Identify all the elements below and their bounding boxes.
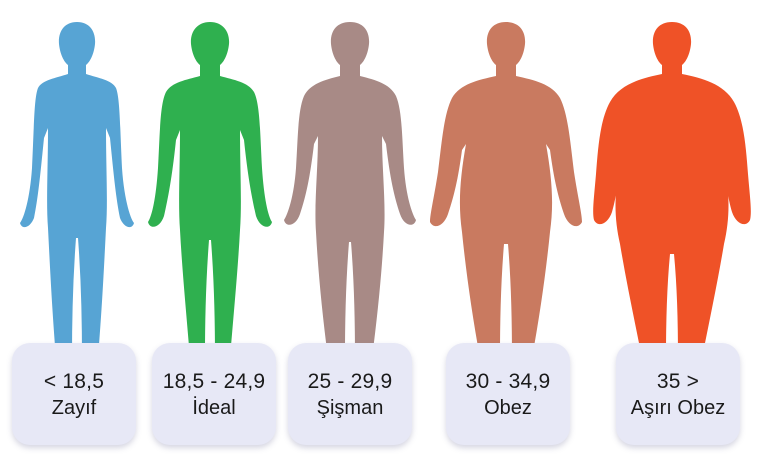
thin-body-silhouette xyxy=(16,18,138,358)
bmi-category-label: İdeal xyxy=(192,396,236,419)
bmi-range: 25 - 29,9 xyxy=(307,369,393,393)
bmi-range: 30 - 34,9 xyxy=(465,369,551,393)
overweight-body-silhouette xyxy=(284,18,416,358)
bmi-category-label: Obez xyxy=(484,396,532,419)
obese-body-silhouette xyxy=(430,18,582,358)
ideal-body-silhouette xyxy=(148,18,272,358)
bmi-category-label: Aşırı Obez xyxy=(630,396,726,419)
bmi-range: < 18,5 xyxy=(43,369,105,393)
bmi-category-label: Zayıf xyxy=(51,396,97,419)
bmi-range: 18,5 - 24,9 xyxy=(162,369,266,393)
bmi-card-severely-obese: 35 > Aşırı Obez xyxy=(616,343,740,445)
bmi-card-underweight: < 18,5 Zayıf xyxy=(12,343,136,445)
bmi-category-label: Şişman xyxy=(316,396,384,419)
severely-obese-body-silhouette xyxy=(592,18,752,358)
bmi-card-obese: 30 - 34,9 Obez xyxy=(446,343,570,445)
bmi-range: 35 > xyxy=(656,369,700,393)
bmi-card-ideal: 18,5 - 24,9 İdeal xyxy=(152,343,276,445)
bmi-card-overweight: 25 - 29,9 Şişman xyxy=(288,343,412,445)
